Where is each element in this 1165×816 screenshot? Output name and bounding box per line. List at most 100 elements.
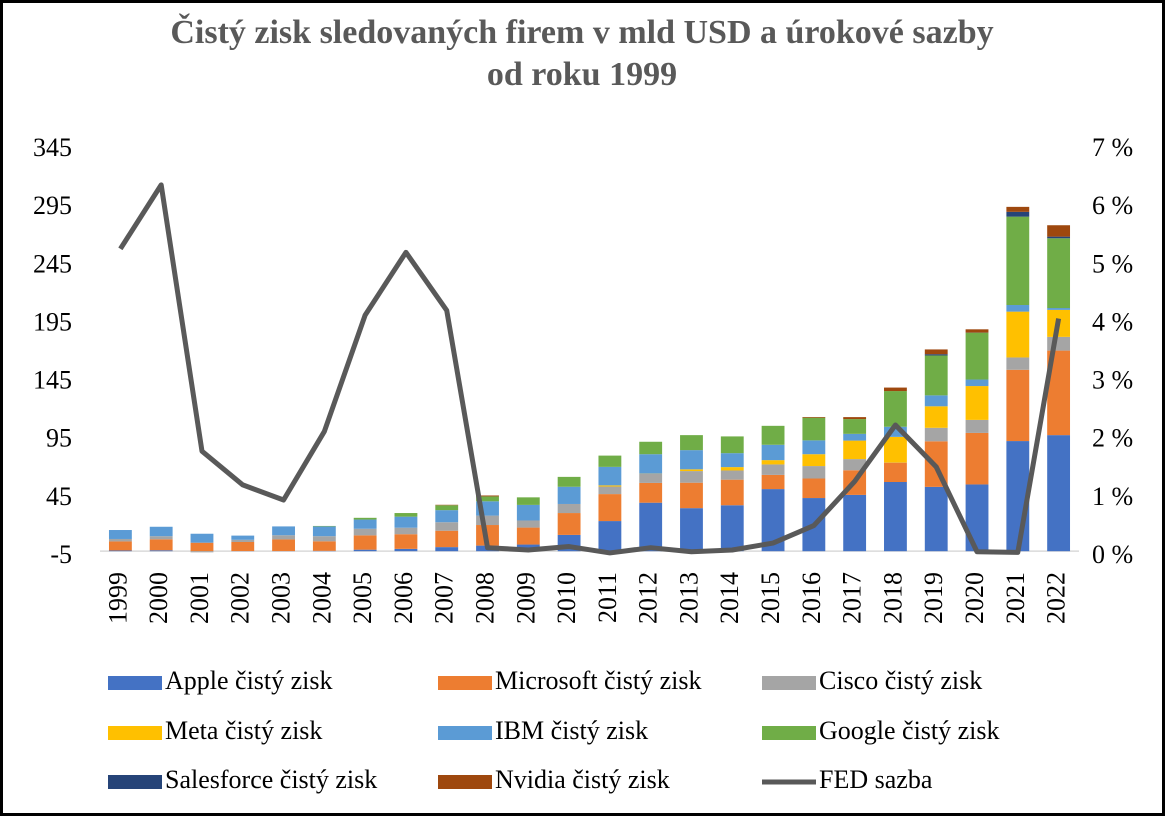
bar [884, 426, 907, 437]
bar [598, 486, 622, 495]
y2-tick-label: 5 % [1092, 249, 1133, 278]
bar [149, 526, 173, 537]
bar [639, 502, 663, 552]
legend-label: Nvidia čistý zisk [495, 765, 670, 794]
x-tick-label: 2009 [511, 572, 540, 624]
y2-tick-label: 0 % [1092, 540, 1133, 569]
y2-tick-label: 7 % [1092, 133, 1133, 162]
bar [965, 329, 989, 333]
chart-title: Čistý zisk sledovaných firem v mld USD a… [170, 14, 994, 93]
bar [1006, 311, 1030, 358]
bar [802, 416, 826, 418]
bar [761, 464, 785, 475]
bar [108, 538, 132, 542]
y2-tick-label: 1 % [1092, 482, 1133, 511]
x-tick-label: 2004 [307, 572, 336, 624]
x-tick-label: 2021 [1001, 572, 1030, 624]
bar [720, 470, 744, 480]
bar [1006, 369, 1030, 442]
y2-tick-label: 4 % [1092, 307, 1133, 336]
bar [557, 486, 581, 504]
x-tick-label: 2022 [1042, 572, 1071, 624]
bar [394, 516, 418, 528]
legend-label: IBM čistý zisk [495, 716, 648, 745]
bar [108, 550, 132, 552]
bar [435, 530, 459, 548]
legend-label: FED sazba [819, 765, 933, 794]
bar [1047, 238, 1071, 309]
bar [639, 454, 663, 474]
legend-swatch [438, 726, 492, 740]
legend-swatch [438, 676, 492, 690]
bar [1047, 225, 1071, 237]
x-tick-label: 2008 [470, 572, 499, 624]
bar [680, 508, 703, 552]
bar [598, 466, 622, 486]
bar [720, 467, 744, 471]
bar [353, 517, 377, 520]
bar [1006, 216, 1030, 306]
bar [720, 479, 744, 506]
y-tick-label: -5 [50, 540, 72, 569]
x-tick-label: 2012 [634, 572, 663, 624]
x-tick-label: 2019 [919, 572, 948, 624]
bar [231, 535, 255, 540]
bar [761, 425, 785, 445]
bar [190, 551, 214, 553]
bar [924, 349, 948, 355]
x-tick-label: 2020 [960, 572, 989, 624]
bar [680, 435, 703, 451]
y-tick-label: 45 [46, 482, 72, 511]
legend-swatch [108, 775, 162, 789]
bar [639, 473, 663, 483]
x-tick-label: 2016 [797, 572, 826, 624]
y2-tick-label: 2 % [1092, 424, 1133, 453]
legend-label: Salesforce čistý zisk [165, 765, 377, 794]
x-tick-label: 2005 [348, 572, 377, 624]
bar [680, 469, 703, 472]
bar [1006, 206, 1030, 212]
bar [1047, 336, 1071, 351]
y-tick-label: 195 [33, 307, 72, 336]
legend-label: Microsoft čistý zisk [495, 666, 702, 695]
bar [843, 417, 867, 420]
bar [680, 450, 703, 470]
bar [394, 513, 418, 517]
bar [802, 454, 826, 467]
bar [108, 530, 132, 539]
bar [149, 539, 173, 551]
bar [884, 436, 907, 463]
bar [924, 354, 948, 356]
y2-tick-label: 6 % [1092, 191, 1133, 220]
bar [639, 482, 663, 503]
bar [884, 462, 907, 482]
bar [843, 433, 867, 441]
x-tick-label: 2015 [756, 572, 785, 624]
bar [598, 494, 622, 522]
bar [802, 440, 826, 455]
bar [557, 476, 581, 487]
legend-label: Apple čistý zisk [165, 666, 333, 695]
bar [435, 510, 459, 523]
bar [231, 541, 255, 552]
bar [476, 496, 499, 502]
bar [965, 484, 989, 552]
bar [924, 427, 948, 442]
y-tick-label: 245 [33, 249, 72, 278]
bar [516, 504, 540, 521]
legend-label: Cisco čistý zisk [819, 666, 982, 695]
bar [1047, 236, 1071, 239]
bar [435, 547, 459, 552]
bar [720, 505, 744, 552]
bar [884, 387, 907, 392]
x-tick-label: 2006 [389, 572, 418, 624]
x-tick-label: 2013 [674, 572, 703, 624]
bar [843, 419, 867, 434]
bar [924, 355, 948, 396]
bar [924, 406, 948, 428]
bar [190, 533, 214, 543]
bar [394, 527, 418, 535]
bar [272, 526, 295, 536]
y2-tick-label: 3 % [1092, 366, 1133, 395]
